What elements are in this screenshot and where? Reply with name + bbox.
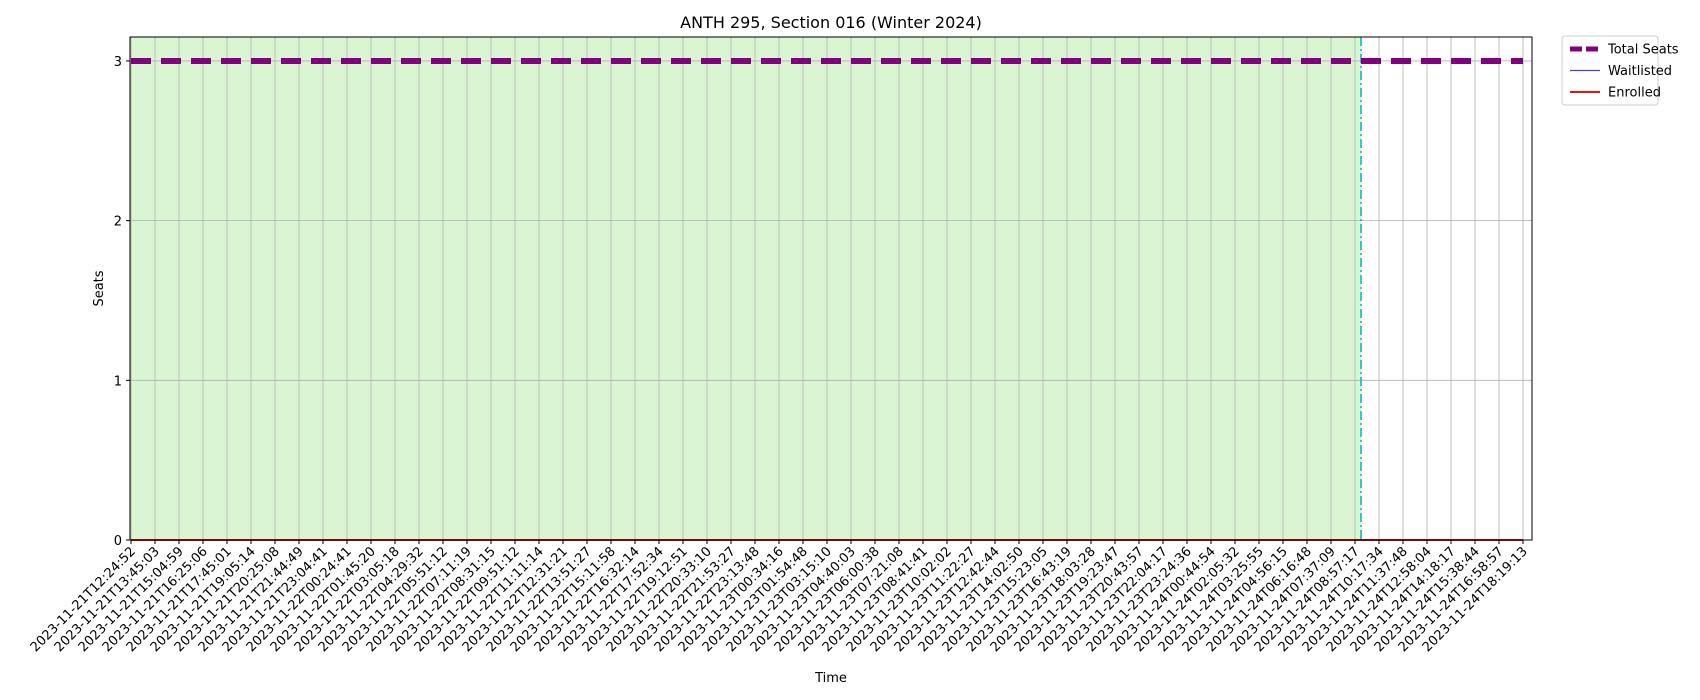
chart-title: ANTH 295, Section 016 (Winter 2024) xyxy=(680,13,982,32)
open-period-region xyxy=(130,37,1361,540)
legend-entry-label: Waitlisted xyxy=(1608,64,1672,79)
legend-box xyxy=(1561,35,1659,106)
y-tick-label: 0 xyxy=(114,534,122,549)
plot-frame xyxy=(129,36,1533,541)
legend-entry-label: Total Seats xyxy=(1607,43,1679,58)
y-axis-label: Seats xyxy=(92,270,107,306)
legend-entry-label: Enrolled xyxy=(1608,86,1661,101)
y-tick-label: 2 xyxy=(114,215,122,230)
y-tick-label: 3 xyxy=(114,55,122,70)
y-tick-label: 1 xyxy=(114,374,122,389)
x-axis-label: Time xyxy=(814,671,847,686)
legend: Total Seats Waitlisted Enrolled xyxy=(1561,35,1679,106)
